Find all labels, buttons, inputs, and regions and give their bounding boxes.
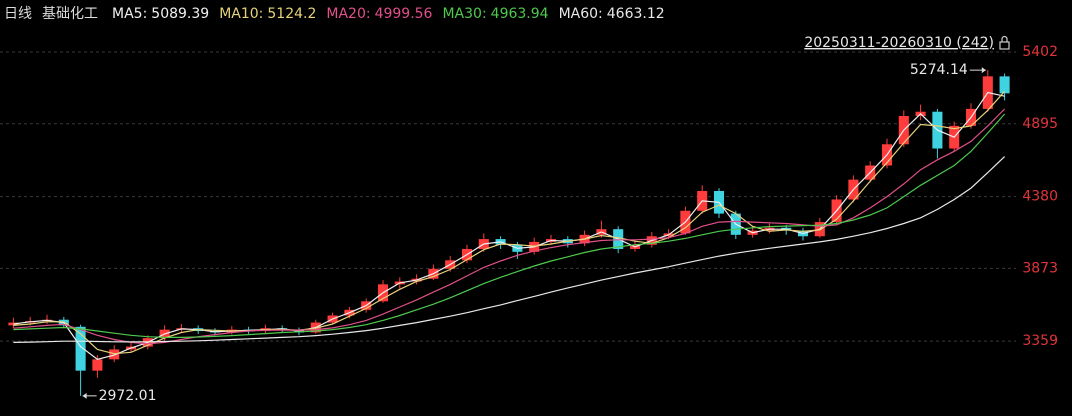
plot bbox=[8, 70, 1010, 396]
legend-name: MA5: bbox=[112, 6, 147, 22]
range-label[interactable]: 20250311-20260310 (242) bbox=[804, 35, 994, 51]
ma-line bbox=[13, 91, 1005, 360]
legend-value: 4663.12 bbox=[607, 6, 665, 22]
low-label: 2972.01 bbox=[99, 388, 157, 404]
high-arrow bbox=[981, 67, 986, 74]
legend-name: MA60: bbox=[559, 6, 603, 22]
legend-value: 4999.56 bbox=[375, 6, 433, 22]
legend-name: MA20: bbox=[326, 6, 370, 22]
legend-name: MA30: bbox=[442, 6, 486, 22]
y-tick-label: 5402 bbox=[1022, 44, 1058, 60]
period-label: 日线 bbox=[4, 6, 32, 22]
candle-body bbox=[999, 76, 1010, 94]
lock-body bbox=[999, 41, 1010, 50]
candle-body bbox=[92, 359, 103, 371]
ma-line bbox=[13, 113, 1006, 338]
legend-value: 4963.94 bbox=[491, 6, 549, 22]
legend-value: 5124.2 bbox=[267, 6, 316, 22]
candle-body bbox=[75, 326, 86, 371]
y-tick-label: 4895 bbox=[1022, 116, 1058, 132]
candle-body bbox=[109, 349, 120, 360]
ma-line bbox=[13, 156, 1006, 343]
lock-icon[interactable] bbox=[999, 35, 1010, 50]
chart-title: 基础化工 bbox=[42, 5, 98, 22]
low-arrow bbox=[82, 392, 87, 399]
y-tick-label: 4380 bbox=[1022, 189, 1058, 205]
legend-value: 5089.39 bbox=[151, 6, 209, 22]
ma-line bbox=[13, 108, 1006, 345]
legend-name: MA10: bbox=[219, 6, 263, 22]
high-label: 5274.14 bbox=[910, 62, 968, 78]
ma-line bbox=[13, 90, 1006, 355]
lock-shackle bbox=[1001, 35, 1008, 42]
legend: MA5: 5089.39 MA10: 5124.2 MA20: 4999.56 MA30: 4… bbox=[112, 6, 665, 22]
y-tick-label: 3359 bbox=[1022, 333, 1058, 349]
y-tick-label: 3873 bbox=[1022, 260, 1058, 276]
